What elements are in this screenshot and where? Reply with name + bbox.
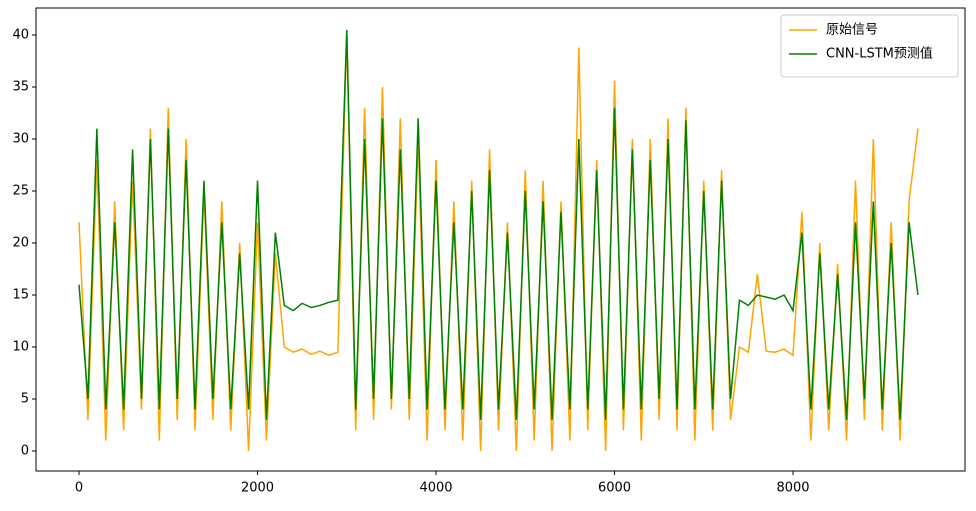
y-tick-label: 35 — [12, 80, 29, 95]
y-tick-label: 30 — [12, 132, 29, 147]
y-tick-label: 15 — [12, 288, 29, 303]
y-tick-label: 0 — [21, 444, 29, 459]
plot-frame — [35, 7, 966, 472]
x-tick-label: 4000 — [419, 481, 452, 496]
series-line — [78, 29, 919, 420]
legend-label: CNN-LSTM预测值 — [826, 46, 933, 62]
x-tick-label: 6000 — [598, 481, 631, 496]
x-tick-label: 8000 — [776, 481, 809, 496]
x-tick-label: 2000 — [241, 481, 274, 496]
legend-label: 原始信号 — [826, 23, 878, 38]
series-line — [78, 35, 919, 452]
y-tick-label: 25 — [12, 184, 29, 199]
y-tick-label: 40 — [12, 28, 29, 43]
x-tick-label: 0 — [75, 481, 83, 496]
legend-box — [780, 14, 959, 78]
y-tick-label: 10 — [12, 340, 29, 355]
y-tick-label: 20 — [12, 236, 29, 251]
y-tick-label: 5 — [21, 392, 29, 407]
